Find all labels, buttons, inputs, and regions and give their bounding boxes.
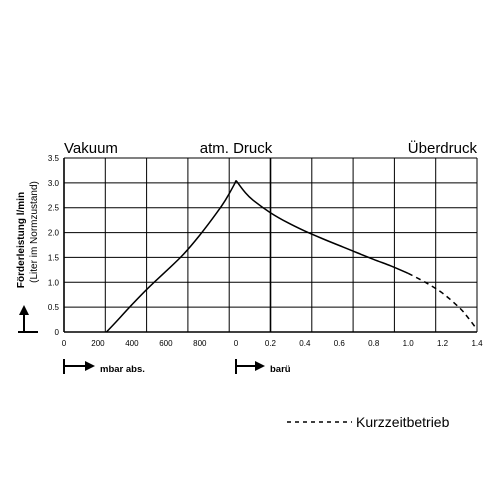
- legend-label-kurzzeitbetrieb: Kurzzeitbetrieb: [356, 414, 450, 430]
- chart-labels: Vakuum atm. Druck Überdruck Förderleistu…: [16, 139, 483, 430]
- y-tick-label: 0: [55, 328, 60, 337]
- region-label-atm-druck: atm. Druck: [200, 140, 273, 157]
- region-label-ueberdruck: Überdruck: [408, 139, 478, 157]
- y-tick-label: 1.5: [48, 253, 60, 262]
- y-tick-label: 3.0: [48, 179, 60, 188]
- pressure-tick-label: 1.2: [437, 339, 449, 348]
- vacuum-tick-label: 200: [91, 339, 105, 348]
- y-axis-label: Förderleistung l/min: [16, 192, 27, 288]
- y-tick-label: 0.5: [48, 303, 60, 312]
- pressure-tick-label: 0.8: [368, 339, 380, 348]
- vacuum-tick-label: 800: [193, 339, 207, 348]
- pressure-tick-label: 0.4: [299, 339, 311, 348]
- vacuum-axis-label: mbar abs.: [100, 364, 145, 375]
- y-tick-label: 2.5: [48, 204, 60, 213]
- chart-curves: [105, 179, 478, 333]
- series-line-overpressure-solid-1: [235, 179, 409, 274]
- vacuum-tick-label: 400: [125, 339, 139, 348]
- y-tick-label: 2.0: [48, 229, 60, 238]
- pressure-axis-label: barü: [270, 364, 291, 375]
- series-line-vacuum-solid-0: [105, 180, 237, 333]
- vacuum-axis-arrow-icon: [63, 359, 95, 374]
- pressure-tick-label: 1.4: [471, 339, 483, 348]
- pressure-tick-label: 1.0: [403, 339, 415, 348]
- vacuum-tick-label: 0: [62, 339, 67, 348]
- chart-grid: [63, 157, 478, 333]
- pressure-tick-label: 0: [234, 339, 239, 348]
- vacuum-tick-label: 600: [159, 339, 173, 348]
- y-axis-sublabel: (Liter im Normzustand): [29, 181, 40, 283]
- y-tick-label: 3.5: [48, 154, 60, 163]
- pressure-tick-label: 0.2: [265, 339, 277, 348]
- pressure-tick-label: 0.6: [334, 339, 346, 348]
- region-label-vakuum: Vakuum: [64, 140, 118, 157]
- pressure-axis-arrow-icon: [235, 359, 265, 374]
- y-axis-arrow-icon: [18, 305, 38, 333]
- series-line-overpressure-dashed-2: [407, 272, 478, 330]
- y-tick-label: 1.0: [48, 278, 60, 287]
